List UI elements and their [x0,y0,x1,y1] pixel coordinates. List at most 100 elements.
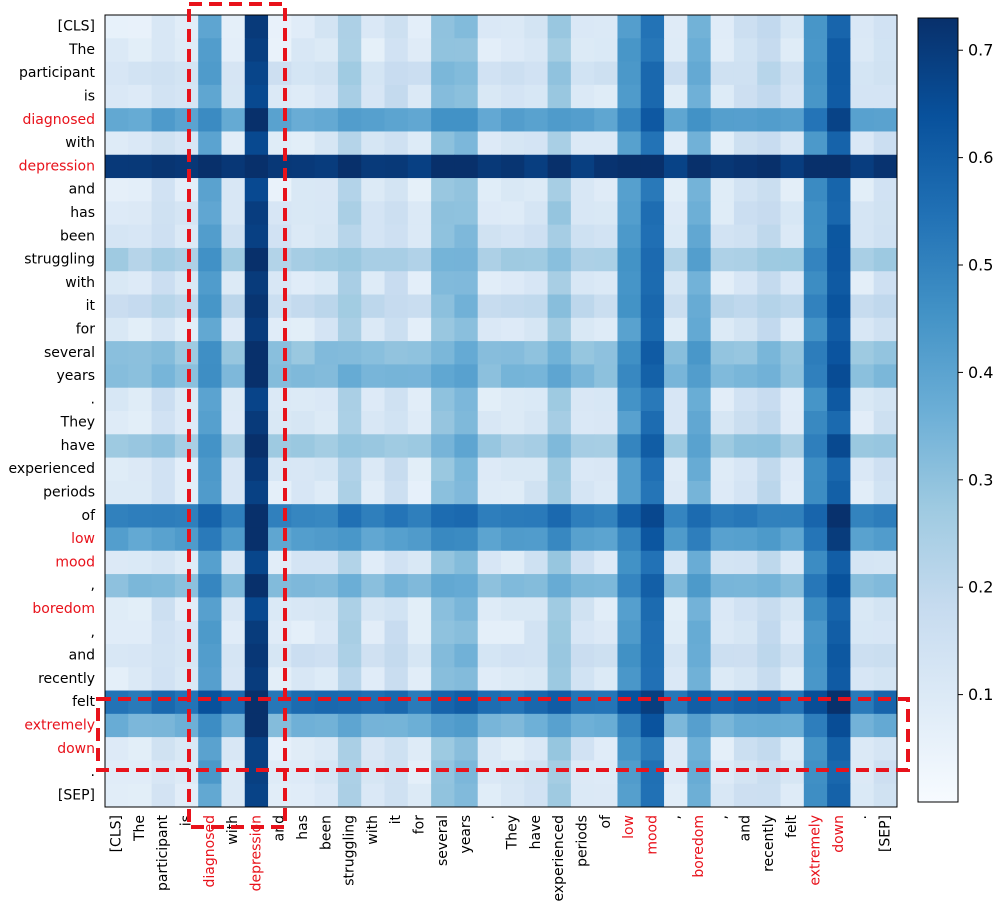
heatmap-cell [850,760,875,785]
heatmap-cell [174,643,199,668]
heatmap-cell [524,108,548,132]
heatmap-cell [547,84,572,109]
heatmap-cell [268,620,292,645]
x-tick-label: extremely [807,815,823,886]
colorbar-tick-label: 0.2 [968,578,993,597]
heatmap-cell [873,61,898,86]
heatmap-cell [873,737,898,761]
heatmap-cell [431,550,455,575]
heatmap-cell [757,178,781,202]
heatmap-cell [664,643,688,668]
heatmap-cell [337,550,362,575]
heatmap-cell [105,131,129,156]
heatmap-cell [780,108,805,132]
heatmap-cell [664,667,688,691]
heatmap-cell [850,620,875,645]
heatmap-cell [757,317,781,342]
heatmap-cell [454,15,479,39]
heatmap-cell [687,154,712,179]
heatmap-cell [384,457,409,482]
y-tick-label: with [65,135,95,151]
heatmap-cell [268,38,292,62]
heatmap-cell [524,713,548,738]
heatmap-cell [151,317,176,342]
heatmap-cell [314,434,339,458]
heatmap-cell [780,620,805,645]
heatmap-cell [733,341,758,365]
heatmap-cell [640,317,665,342]
heatmap-cell [361,737,385,761]
heatmap-cell [454,201,479,226]
heatmap-cell [803,737,828,761]
heatmap-cell [547,294,572,319]
heatmap-cell [687,457,712,482]
heatmap-cell [151,84,176,109]
heatmap-cell [361,574,385,598]
heatmap-cell [570,247,595,272]
heatmap-cell [268,201,292,226]
heatmap-cell [547,550,572,575]
heatmap-cell [757,713,781,738]
heatmap-cell [151,224,176,249]
heatmap-cell [780,271,805,295]
heatmap-cell [757,15,781,39]
heatmap-cell [431,760,455,785]
heatmap-cell [244,527,269,552]
heatmap-cell [244,131,269,156]
heatmap-cell [827,737,851,761]
heatmap-cell [431,504,455,528]
heatmap-cell [128,667,152,691]
heatmap-cell [710,690,735,715]
heatmap-cell [757,108,781,132]
heatmap-cell [314,224,339,249]
heatmap-cell [384,108,409,132]
heatmap-cell [570,504,595,528]
heatmap-cell [873,38,898,62]
heatmap-cell [361,643,385,668]
heatmap-cell [687,387,712,412]
heatmap-cell [850,713,875,738]
heatmap-cell [501,247,525,272]
x-tick-label: for [411,815,427,834]
heatmap-cell [710,550,735,575]
heatmap-cell [617,364,642,389]
heatmap-cell [198,620,222,645]
x-axis-labels: [CLS] The participant is diagnosed with depres… [109,814,894,902]
heatmap-cell [477,84,502,109]
heatmap-cell [244,504,269,528]
x-tick-label: boredom [691,815,707,878]
heatmap-cell [524,737,548,761]
heatmap-cell [803,341,828,365]
heatmap-cell [105,317,129,342]
heatmap-cell [524,643,548,668]
heatmap-cell [640,387,665,412]
heatmap-cell [361,411,385,435]
heatmap-cell [105,713,129,738]
heatmap-cell [594,108,618,132]
heatmap-cell [687,341,712,365]
heatmap-cell [314,154,339,179]
heatmap-cell [733,480,758,505]
heatmap-cell [850,178,875,202]
heatmap-cell [501,480,525,505]
heatmap-cell [454,667,479,691]
heatmap-cell [710,643,735,668]
heatmap-cell [687,201,712,226]
heatmap-cell [105,457,129,482]
heatmap-cell [244,387,269,412]
heatmap-cell [337,224,362,249]
heatmap-cell [268,154,292,179]
heatmap-cell [128,341,152,365]
heatmap-cell [640,131,665,156]
heatmap-cell [174,131,199,156]
heatmap-cell [314,527,339,552]
heatmap-cell [151,154,176,179]
heatmap-cell [407,294,432,319]
heatmap-cell [128,364,152,389]
x-tick-label: been [318,815,334,850]
heatmap-cell [407,643,432,668]
heatmap-cell [174,574,199,598]
heatmap-cell [664,224,688,249]
heatmap-cell [174,178,199,202]
